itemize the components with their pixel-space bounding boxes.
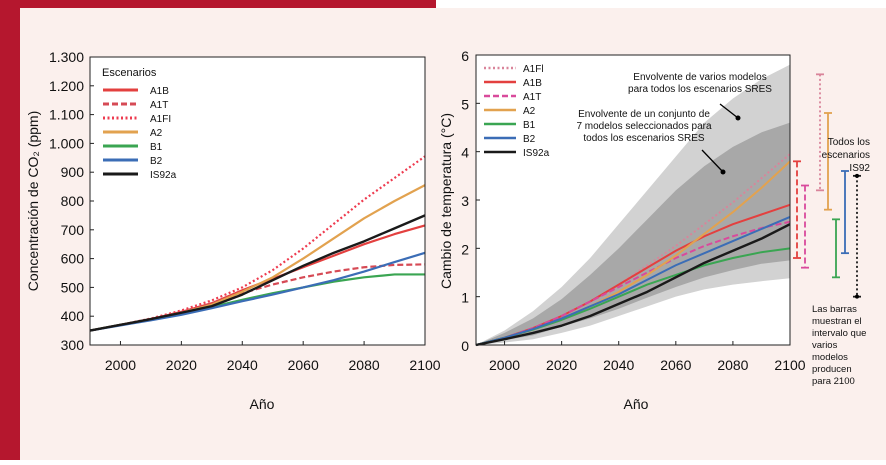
co2-y-tick-label: 1.100 [49, 107, 84, 123]
co2-y-tick-label: 300 [61, 337, 85, 353]
co2-series-A1FI [89, 155, 426, 332]
temp-legend-label-A1T: A1T [523, 92, 541, 103]
co2-legend-label-IS92a: IS92a [150, 170, 177, 181]
temp-y-tick-label: 5 [461, 96, 469, 112]
temp-y-tick-label: 6 [461, 48, 469, 64]
temp-x-tick-label: 2060 [660, 357, 691, 373]
co2-x-tick-label: 2020 [166, 357, 197, 373]
annotation-range-bars: varios [812, 340, 838, 351]
range-bar-is92-dot-top [855, 173, 859, 178]
temp-legend-label-B2: B2 [523, 134, 536, 145]
co2-y-tick-label: 1.000 [49, 135, 84, 151]
frame-left-bar [0, 0, 20, 460]
temp-legend-label-A2: A2 [523, 106, 536, 117]
temp-x-axis-label: Año [624, 396, 649, 412]
temp-y-tick-label: 2 [461, 241, 469, 257]
temp-legend-label-IS92a: IS92a [523, 148, 550, 159]
temp-x-tick-label: 2080 [717, 357, 748, 373]
annotation-inner-envelope: Envolvente de un conjunto de [578, 109, 710, 120]
co2-legend-label-A1T: A1T [150, 100, 168, 111]
temp-legend-label-B1: B1 [523, 120, 536, 131]
temp-y-axis-label: Cambio de temperatura (°C) [438, 113, 454, 289]
temp-envelope-inner [476, 122, 790, 346]
chart-panel: 300 400 500 600 700 800 900 1.000 1.100 1.200 1.30… [20, 8, 886, 460]
temp-x-tick-label: 2020 [546, 357, 577, 373]
co2-y-axis-label: Concentración de CO₂ (ppm) [25, 111, 41, 292]
co2-x-tick-label: 2080 [349, 357, 380, 373]
co2-y-tick-label: 500 [61, 279, 85, 295]
annotation-outer-arrow-head [735, 115, 741, 121]
annotation-range-bars: modelos [812, 352, 848, 363]
annotation-range-bars: para 2100 [812, 376, 855, 387]
temp-legend-label-A1B: A1B [523, 78, 542, 89]
co2-x-tick-label: 2040 [227, 357, 258, 373]
annotation-inner-envelope: 7 modelos seleccionados para [576, 121, 712, 132]
co2-series-IS92a [89, 214, 426, 332]
co2-x-tick-label: 2000 [105, 357, 136, 373]
temp-y-tick-label: 4 [461, 145, 469, 161]
co2-x-tick-label: 2100 [409, 357, 440, 373]
co2-y-tick-label: 1.300 [49, 49, 84, 65]
annotation-inner-arrow-head [720, 169, 726, 175]
co2-legend-title: Escenarios [102, 67, 157, 79]
co2-y-tick-label: 900 [61, 164, 85, 180]
temp-x-tick-label: 2100 [774, 357, 805, 373]
temp-series-B2 [475, 215, 791, 346]
frame-top-bar [0, 0, 436, 8]
annotation-is92: escenarios [822, 150, 870, 161]
annotation-range-bars: producen [812, 364, 852, 375]
annotation-is92: IS92 [849, 163, 870, 174]
annotation-range-bars: intervalo que [812, 328, 866, 339]
temperature-chart: 0 1 2 3 4 5 6 2000 2020 2040 2060 2080 2100 Año Cambio… [438, 48, 870, 412]
annotation-outer-envelope: Envolvente de varios modelos [633, 72, 766, 83]
co2-legend-label-A1B: A1B [150, 86, 169, 97]
co2-legend-label-A2: A2 [150, 128, 163, 139]
temp-y-tick-label: 1 [461, 290, 469, 306]
co2-legend-label-A1FI: A1FI [150, 114, 171, 125]
annotation-inner-arrow [701, 149, 724, 173]
co2-y-tick-label: 800 [61, 193, 85, 209]
temp-x-tick-label: 2040 [603, 357, 634, 373]
temp-y-tick-label: 0 [461, 338, 469, 354]
co2-y-tick-label: 400 [61, 308, 85, 324]
co2-x-tick-label: 2060 [288, 357, 319, 373]
co2-y-tick-label: 1.200 [49, 78, 84, 94]
co2-legend-label-B2: B2 [150, 156, 163, 167]
co2-x-axis-label: Año [250, 396, 275, 412]
co2-y-tick-label: 700 [61, 222, 85, 238]
annotation-outer-arrow [719, 103, 739, 119]
co2-legend-label-B1: B1 [150, 142, 163, 153]
annotation-is92: Todos los [828, 137, 870, 148]
annotation-range-bars: muestran el [812, 316, 862, 327]
temp-y-tick-label: 3 [461, 193, 469, 209]
annotation-range-bars: Las barras [812, 304, 857, 315]
co2-chart: 300 400 500 600 700 800 900 1.000 1.100 1.200 1.30… [25, 49, 441, 412]
annotation-outer-envelope: para todos los escenarios SRES [628, 84, 772, 95]
range-bar-is92-dot-bottom [855, 294, 859, 299]
annotation-inner-envelope: todos los escenarios SRES [583, 133, 705, 144]
co2-plot-area [90, 57, 425, 345]
temp-x-tick-label: 2000 [489, 357, 520, 373]
co2-y-tick-label: 600 [61, 251, 85, 267]
temp-legend-label-A1Fl: A1Fl [523, 64, 544, 75]
temp-series-IS92a [475, 223, 791, 347]
charts-svg: 300 400 500 600 700 800 900 1.000 1.100 1.200 1.30… [25, 48, 870, 412]
frame-top-gap [436, 0, 886, 4]
